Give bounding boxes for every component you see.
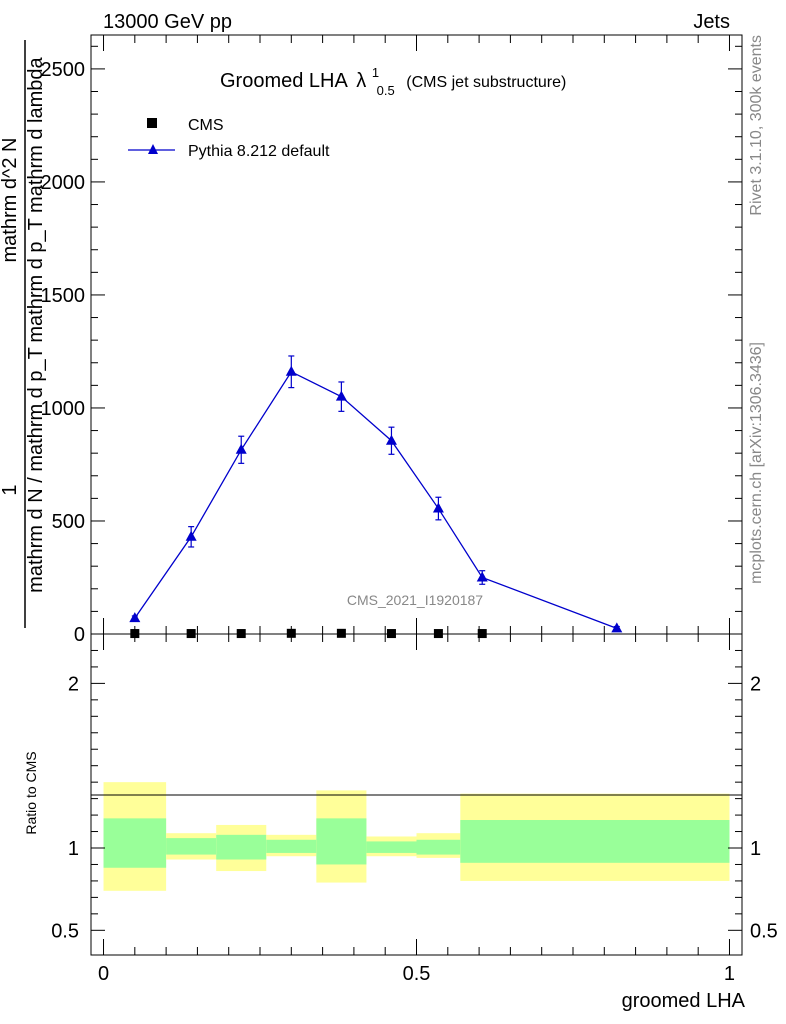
ratio-band-inner — [316, 818, 367, 865]
ratio-band-inner — [166, 838, 217, 855]
pythia-point — [335, 390, 347, 401]
ratio-tick-label-right: 2 — [750, 673, 761, 695]
ratio-axis-ticks: 0.5 0.5 1 1 2 2 — [51, 634, 778, 942]
legend: CMS Pythia 8.212 default — [128, 117, 330, 160]
pythia-point — [611, 622, 623, 633]
y-tick-label: 1000 — [41, 398, 86, 420]
x-tick-label: 0 — [98, 963, 109, 985]
ratio-band-inner — [103, 818, 167, 868]
x-axis-label: groomed LHA — [622, 990, 746, 1012]
ratio-band-inner — [416, 839, 461, 855]
ylabel-deriv-den: mathrm d p_T mathrm d lambda — [25, 56, 47, 342]
ratio-band-inner — [460, 820, 730, 863]
legend-item-cms: CMS — [147, 117, 224, 134]
ratio-tick-label-right: 0.5 — [750, 920, 778, 942]
title-suffix: (CMS jet substructure) — [406, 74, 566, 91]
y-tick-label: 500 — [52, 511, 85, 533]
x-axis-ticks: 0 0.5 1 — [98, 939, 735, 985]
y-tick-label: 2000 — [41, 172, 86, 194]
pythia-point — [285, 365, 297, 376]
ratio-tick-label: 0.5 — [51, 920, 79, 942]
pythia-point — [385, 434, 397, 445]
y-tick-label: 1500 — [41, 285, 86, 307]
svg-text:Groomed LHA λ 1: Groomed LHA λ 1 0.5 (CMS jet substructur… — [220, 60, 566, 100]
pythia-line — [134, 370, 618, 629]
ratio-y-label: Ratio to CMS — [23, 751, 39, 834]
y-axis-label: 1 mathrm d N / mathrm d p_T mathrm d^2 N… — [0, 40, 47, 628]
pythia-point — [235, 443, 247, 454]
ratio-band-inner — [216, 834, 267, 860]
legend-triangle-marker — [148, 144, 158, 154]
pythia-point — [129, 612, 141, 623]
ylabel-deriv-num: mathrm d^2 N — [0, 138, 21, 263]
plot-title: Groomed LHA λ 1 0.5 (CMS jet substructur… — [220, 60, 566, 100]
ratio-tick-label: 1 — [68, 838, 79, 860]
y-tick-label: 2500 — [41, 59, 86, 81]
header-right: Jets — [693, 11, 730, 33]
legend-label-pythia: Pythia 8.212 default — [188, 143, 330, 160]
cms-point — [336, 628, 346, 638]
ylabel-frac-num: 1 — [0, 484, 21, 495]
ratio-tick-label: 2 — [68, 673, 79, 695]
title-symbol: λ — [356, 70, 366, 92]
legend-label-cms: CMS — [188, 117, 224, 134]
title-sup: 1 — [372, 65, 379, 80]
legend-item-pythia: Pythia 8.212 default — [128, 143, 330, 160]
y-tick-label: 0 — [74, 624, 85, 646]
pythia-point — [185, 530, 197, 541]
pythia-point — [476, 571, 488, 582]
cms-point — [286, 628, 296, 638]
main-axis-ticks: 0 500 1000 1500 2000 2500 — [41, 35, 742, 646]
title-sub: 0.5 — [377, 83, 395, 98]
legend-square-marker — [147, 118, 157, 128]
ratio-tick-label-right: 1 — [750, 838, 761, 860]
watermark: CMS_2021_I1920187 — [347, 592, 483, 608]
side-label-rivet: Rivet 3.1.10, 300k events — [748, 35, 765, 216]
ratio-bands-layer — [103, 782, 730, 891]
ratio-band-inner — [266, 839, 317, 853]
title-main: Groomed LHA — [220, 70, 348, 92]
header-left: 13000 GeV pp — [103, 11, 232, 33]
pythia-point — [432, 502, 444, 513]
side-label-mcplots: mcplots.cern.ch [arXiv:1306.3436] — [748, 342, 765, 584]
x-tick-label: 1 — [724, 963, 735, 985]
ylabel-frac-den: mathrm d N / mathrm d p_T — [25, 347, 47, 593]
x-tick-label: 0.5 — [403, 963, 431, 985]
ratio-band-inner — [366, 841, 417, 853]
